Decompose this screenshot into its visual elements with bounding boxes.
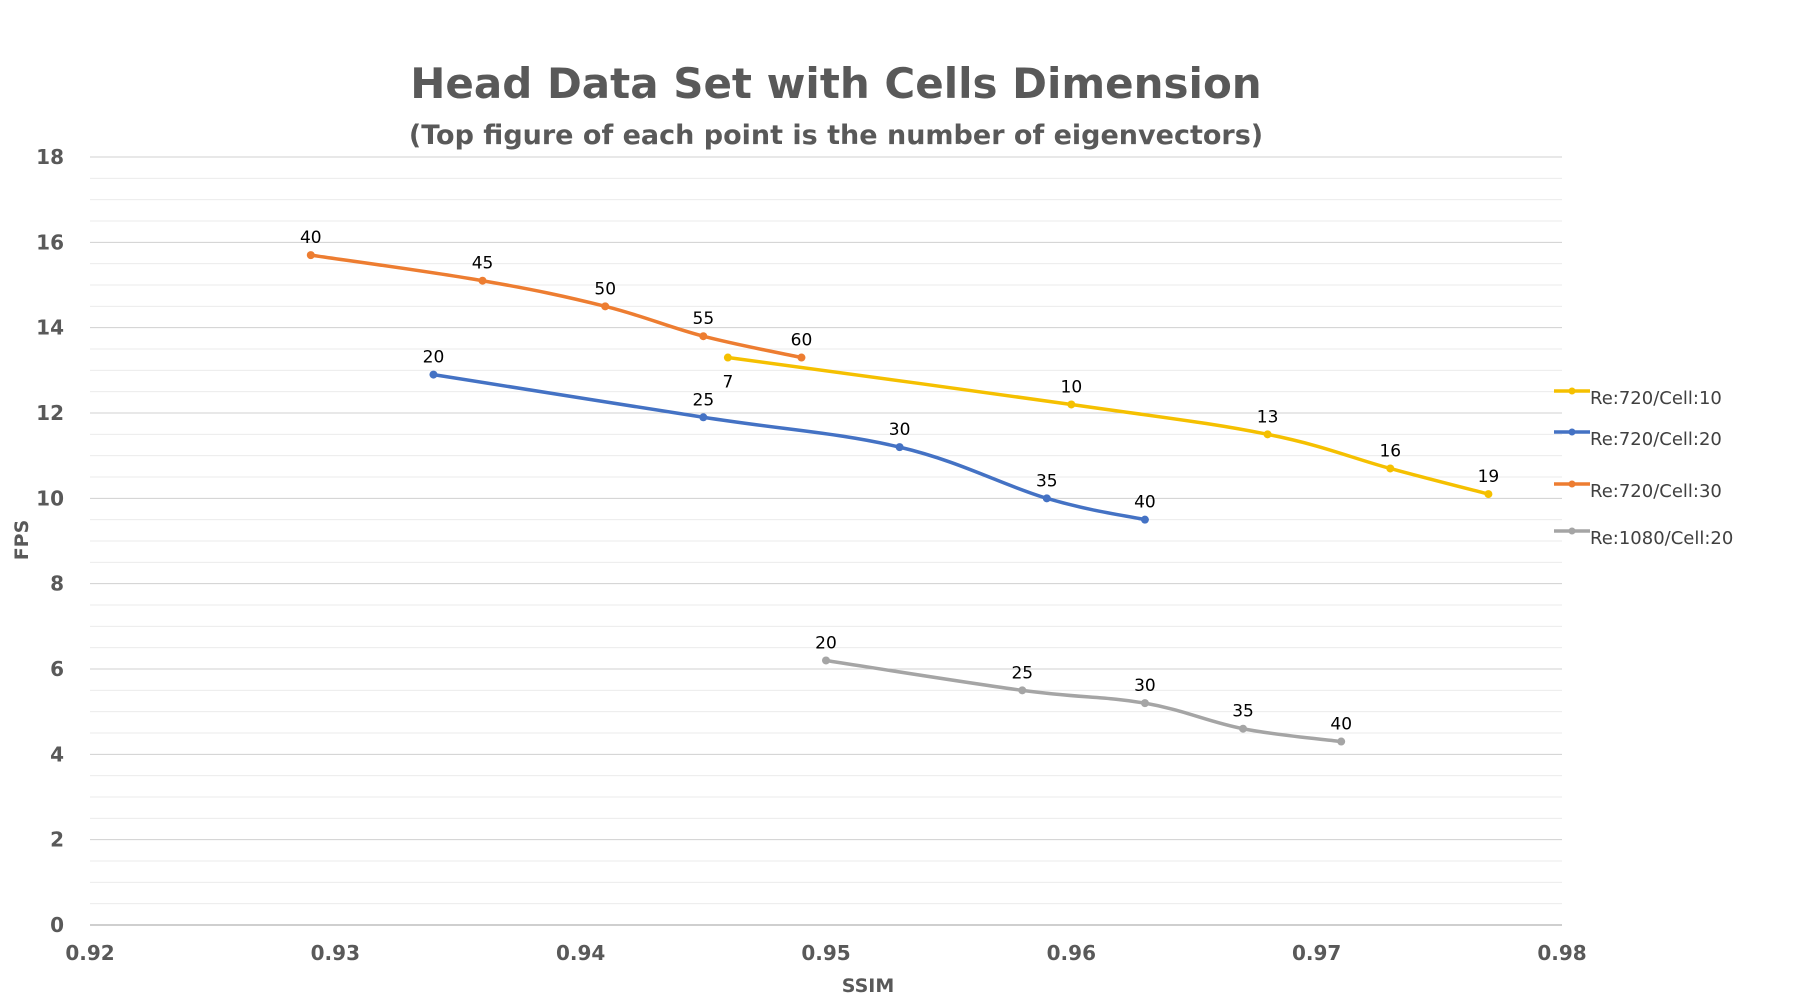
y-tick-label: 10 [36, 486, 64, 510]
data-label-re-720-cell-20: 35 [1036, 471, 1058, 491]
data-point-re-720-cell-20 [895, 443, 904, 452]
data-point-re-720-cell-30 [306, 251, 315, 260]
data-point-re-720-cell-10 [1067, 400, 1076, 409]
legend-marker-re-720-cell-10 [1568, 387, 1576, 395]
data-label-re-720-cell-30: 60 [791, 331, 813, 351]
series-line-re-720-cell-10 [726, 355, 1491, 496]
y-tick-label: 6 [50, 657, 64, 681]
legend-label-re-720-cell-10: Re:720/Cell:10 [1590, 388, 1722, 409]
y-tick-label: 14 [36, 316, 64, 340]
data-label-re-1080-cell-20: 25 [1011, 663, 1033, 683]
series-line-re-720-cell-20 [431, 372, 1147, 522]
legend-label-re-720-cell-20: Re:720/Cell:20 [1590, 429, 1722, 450]
chart-title: Head Data Set with Cells Dimension [410, 59, 1261, 108]
data-point-re-720-cell-20 [1140, 515, 1149, 524]
data-label-re-720-cell-20: 30 [889, 420, 911, 440]
data-point-re-720-cell-20 [429, 370, 438, 379]
data-label-re-720-cell-20: 40 [1134, 493, 1156, 513]
data-point-re-720-cell-20 [1042, 494, 1051, 503]
series-lines [306, 251, 1493, 746]
data-label-re-720-cell-10: 13 [1257, 407, 1279, 427]
y-tick-label: 18 [36, 145, 64, 169]
data-label-re-720-cell-20: 25 [693, 390, 715, 410]
series-line-re-1080-cell-20 [824, 658, 1343, 744]
x-tick-label: 0.94 [556, 941, 605, 965]
data-point-re-1080-cell-20 [1140, 699, 1149, 708]
legend-label-re-1080-cell-20: Re:1080/Cell:20 [1590, 528, 1733, 549]
data-label-re-720-cell-30: 55 [693, 309, 715, 329]
data-label-re-720-cell-30: 40 [300, 228, 322, 248]
data-label-re-720-cell-10: 19 [1478, 467, 1500, 487]
data-label-re-720-cell-30: 50 [594, 279, 616, 299]
data-point-re-1080-cell-20 [1239, 724, 1248, 733]
y-tick-label: 16 [36, 230, 64, 254]
data-point-re-720-cell-30 [478, 276, 487, 285]
y-tick-label: 8 [50, 572, 64, 596]
data-point-re-720-cell-20 [699, 413, 708, 422]
data-label-re-720-cell-30: 45 [472, 254, 494, 274]
axes: 0 2 4 6 8 10 12 14 16 18 0.92 0.93 0.94 0.95 0.96 0.97 0… [36, 145, 1587, 965]
y-tick-label: 4 [50, 742, 64, 766]
y-tick-label: 12 [36, 401, 64, 425]
data-labels: 7 10 13 16 19 20 25 30 35 40 40 45 50 55 60 20 25 30 35 40 [300, 228, 1499, 734]
y-tick-label: 0 [50, 913, 64, 937]
data-point-re-1080-cell-20 [1018, 686, 1027, 695]
data-label-re-1080-cell-20: 40 [1330, 715, 1352, 735]
data-point-re-720-cell-10 [1484, 490, 1493, 499]
x-tick-label: 0.97 [1292, 941, 1341, 965]
data-label-re-1080-cell-20: 30 [1134, 676, 1156, 696]
grid-lines [90, 156, 1562, 926]
x-axis-title: SSIM [842, 975, 895, 997]
series-line-re-720-cell-30 [309, 253, 804, 360]
legend-marker-re-720-cell-30 [1568, 480, 1576, 488]
data-label-re-720-cell-10: 10 [1061, 377, 1083, 397]
legend-marker-re-1080-cell-20 [1568, 527, 1576, 535]
x-tick-label: 0.95 [801, 941, 850, 965]
data-point-re-1080-cell-20 [1337, 737, 1346, 746]
y-axis-title: FPS [11, 520, 33, 561]
data-point-re-720-cell-30 [601, 302, 610, 311]
data-point-re-720-cell-30 [699, 332, 708, 341]
data-point-re-720-cell-10 [1386, 464, 1395, 473]
legend-marker-re-720-cell-20 [1568, 428, 1576, 436]
legend-label-re-720-cell-30: Re:720/Cell:30 [1590, 481, 1722, 502]
data-label-re-720-cell-10: 16 [1379, 441, 1401, 461]
data-label-re-1080-cell-20: 20 [815, 633, 837, 653]
legend: Re:720/Cell:10 Re:720/Cell:20 Re:720/Cell:… [1554, 387, 1733, 549]
data-label-re-720-cell-20: 20 [423, 348, 445, 368]
data-point-re-1080-cell-20 [822, 656, 830, 665]
x-tick-label: 0.92 [65, 941, 114, 965]
data-point-re-720-cell-10 [1263, 430, 1272, 439]
y-tick-label: 2 [50, 828, 64, 852]
data-point-re-720-cell-10 [723, 353, 732, 362]
x-tick-label: 0.96 [1047, 941, 1096, 965]
data-label-re-1080-cell-20: 35 [1232, 702, 1254, 722]
data-point-re-720-cell-30 [797, 353, 806, 362]
x-tick-label: 0.98 [1537, 941, 1586, 965]
x-tick-label: 0.93 [311, 941, 360, 965]
chart-subtitle: (Top figure of each point is the number … [409, 120, 1263, 151]
data-label-re-720-cell-10: 7 [722, 373, 733, 393]
